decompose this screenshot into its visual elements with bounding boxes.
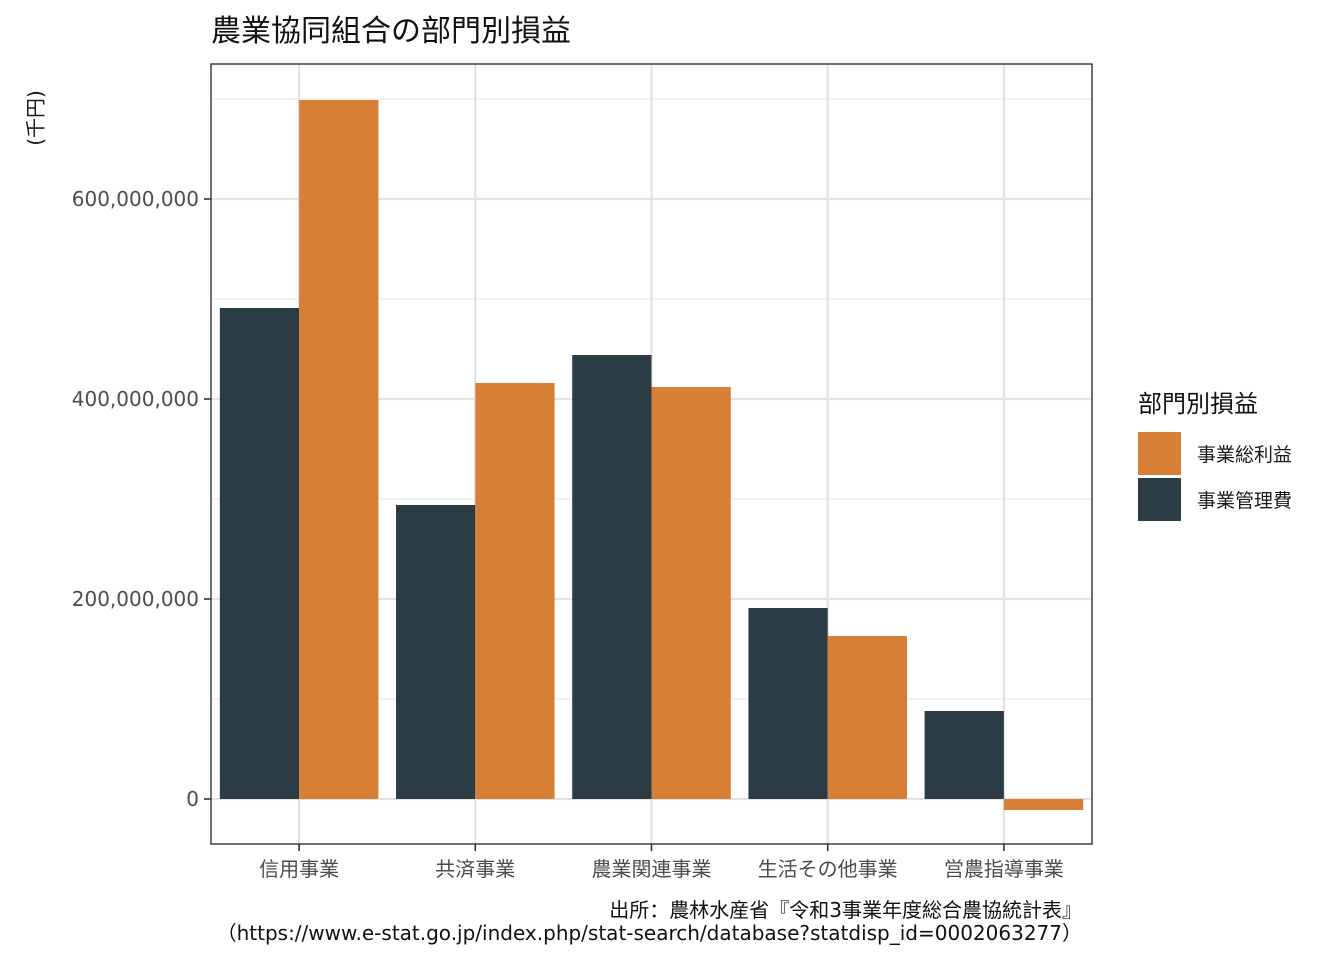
bar-sourieki-2: [651, 387, 731, 799]
x-axis: 信用事業 共済事業 農業関連事業 生活その他事業 営農指導事業: [259, 844, 1064, 881]
bar-sourieki-1: [475, 383, 555, 799]
bar-kanrihi-0: [219, 308, 300, 799]
legend-key-sourieki: [1138, 432, 1181, 475]
bar-kanrihi-4: [924, 711, 1004, 799]
x-tick-label: 生活その他事業: [758, 857, 898, 881]
legend-label-kanrihi: 事業管理費: [1197, 490, 1292, 512]
y-tick-label: 200,000,000: [72, 587, 199, 611]
chart-title: 農業協同組合の部門別損益: [211, 14, 571, 49]
bar-sourieki-4: [1003, 799, 1084, 810]
caption-url: （https://www.e-stat.go.jp/index.php/stat…: [217, 921, 1082, 945]
y-axis-label: (千円): [24, 90, 48, 146]
legend-label-sourieki: 事業総利益: [1197, 444, 1292, 466]
bar-sourieki-0: [299, 100, 379, 799]
x-tick-label: 共済事業: [435, 857, 515, 881]
caption-source: 出所：農林水産省『令和3事業年度総合農協統計表』: [609, 898, 1082, 922]
bar-kanrihi-2: [572, 355, 652, 799]
bars: [219, 100, 1084, 810]
y-tick-label: 600,000,000: [72, 187, 199, 211]
legend-key-kanrihi: [1138, 478, 1181, 521]
y-tick-label: 400,000,000: [72, 387, 199, 411]
legend-title: 部門別損益: [1138, 390, 1258, 418]
x-tick-label: 農業関連事業: [592, 857, 712, 881]
bar-kanrihi-3: [748, 608, 828, 799]
legend: 部門別損益 事業総利益 事業管理費: [1138, 390, 1292, 521]
y-axis: 0 200,000,000 400,000,000 600,000,000: [72, 187, 211, 811]
x-tick-label: 信用事業: [259, 857, 339, 881]
y-tick-label: 0: [186, 787, 199, 811]
bar-sourieki-3: [827, 636, 907, 799]
bar-kanrihi-1: [396, 505, 476, 799]
x-tick-label: 営農指導事業: [944, 857, 1064, 881]
